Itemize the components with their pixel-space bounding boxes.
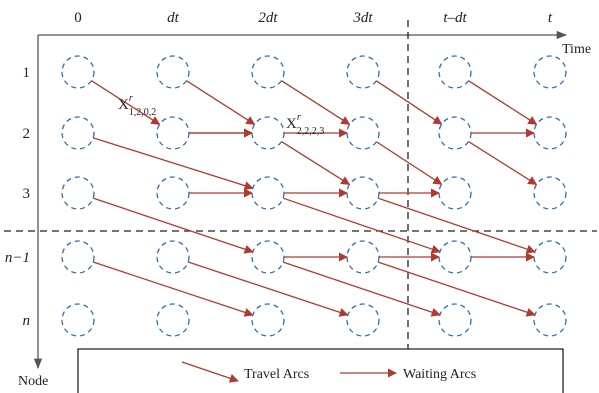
node-label: 3 [23,186,31,202]
travel-arc [377,261,536,317]
annotation-x-1-2-0-2: Xr 1,2,0,2 [118,93,156,118]
node-circle [251,176,285,210]
node-circle [533,176,567,210]
node-label: 1 [23,65,31,81]
node-circle [533,303,567,337]
time-label: dt [167,10,180,26]
travel-arc [377,197,536,254]
node-circle [346,116,380,150]
node-circles [61,55,567,337]
travel-arc [91,80,161,125]
legend-box [77,348,564,393]
node-circle [156,240,190,274]
travel-arc [281,80,351,125]
node-circle [346,303,380,337]
legend: Travel Arcs Waiting Arcs [77,348,564,393]
node-circle [251,116,285,150]
node-circle [438,55,472,89]
node-circle [438,176,472,210]
node-label: n−1 [5,250,30,266]
node-circle [251,240,285,274]
node-circle [346,55,380,89]
legend-waiting-label: Waiting Arcs [403,367,476,382]
node-circle [251,303,285,337]
node-circle [61,116,95,150]
time-label: t–dt [443,10,467,26]
time-label: t [548,10,553,26]
travel-arc [282,197,441,254]
travel-arc [468,140,538,186]
travel-arcs [91,80,538,317]
node-labels: 1 2 3 n−1 n [5,65,30,329]
travel-arc [186,80,256,125]
node-circle [438,303,472,337]
node-label: n [23,313,31,329]
waiting-arcs [189,128,535,262]
node-circle [533,116,567,150]
travel-arc [281,140,351,186]
legend-travel-arrow [181,361,239,383]
time-label: 2dt [258,10,278,26]
node-circle [61,55,95,89]
node-circle [61,240,95,274]
travel-arc [93,137,254,191]
travel-arc [375,80,443,125]
node-circle [533,55,567,89]
travel-arc [187,261,349,317]
node-circle [156,116,190,150]
node-circle [438,116,472,150]
travel-arc [376,141,443,185]
node-circle [156,176,190,210]
time-labels: 0 dt 2dt 3dt t–dt t [74,10,553,26]
time-axis-label: Time [562,42,591,57]
node-circle [533,240,567,274]
node-circle [346,176,380,210]
travel-arc [92,197,254,254]
node-circle [156,303,190,337]
time-label: 0 [74,10,82,26]
travel-arc [92,261,254,317]
node-axis-label: Node [18,374,48,389]
travel-arc [282,261,441,317]
node-circle [61,176,95,210]
node-label: 2 [23,126,31,142]
node-circle [346,240,380,274]
annotation-x-2-2-2-3: Xr 2,2,2,3 [286,112,324,137]
travel-arc [468,80,538,125]
node-circle [61,303,95,337]
time-label: 3dt [352,10,373,26]
node-circle [438,240,472,274]
node-circle [251,55,285,89]
legend-travel-label: Travel Arcs [244,367,309,382]
node-circle [156,55,190,89]
